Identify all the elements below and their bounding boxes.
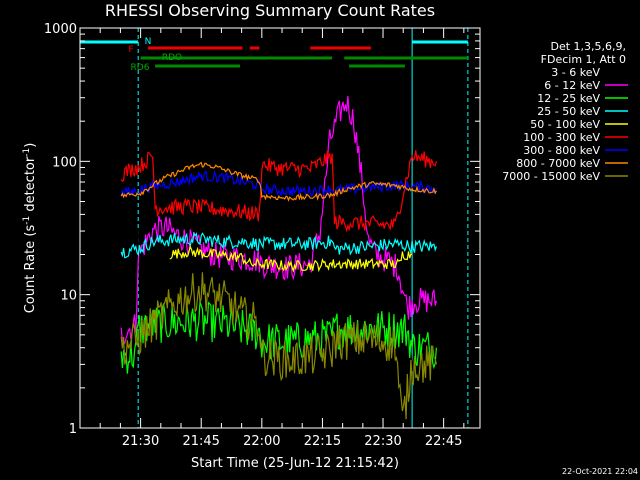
legend-header-0: Det 1,3,5,6,9, — [550, 40, 626, 53]
y-tick-label-1: 10 — [60, 289, 77, 304]
y-tick-label-0: 1 — [69, 422, 77, 437]
flag-label-n: N — [145, 37, 152, 47]
series-line-8 — [120, 272, 437, 420]
legend-label-4: 50 - 100 keV — [530, 118, 600, 131]
legend-header-1: FDecim 1, Att 0 — [541, 53, 626, 66]
timestamp: 22-Oct-2021 22:04 — [562, 467, 638, 476]
legend: Det 1,3,5,6,9,FDecim 1, Att 03 - 6 keV6 … — [502, 40, 628, 183]
y-axis-label-main: Count Rate (s — [23, 225, 38, 314]
series-line-0 — [120, 97, 437, 418]
y-axis-label-tail: detector — [23, 156, 38, 216]
y-axis-label-end: ) — [23, 143, 38, 148]
series-line-7 — [120, 161, 437, 202]
legend-label-8: 7000 - 15000 keV — [502, 170, 600, 183]
series-line-2 — [120, 301, 437, 374]
y-axis-label-sup: -1 — [22, 216, 32, 225]
legend-label-2: 12 - 25 keV — [537, 92, 600, 105]
legend-label-1: 6 - 12 keV — [544, 79, 600, 92]
y-tick-label-3: 1000 — [44, 22, 77, 37]
x-tick-label-0: 21:30 — [122, 434, 159, 449]
legend-label-7: 800 - 7000 keV — [516, 157, 600, 170]
legend-label-6: 300 - 800 keV — [523, 144, 600, 157]
legend-label-3: 25 - 50 keV — [537, 105, 600, 118]
x-tick-label-4: 22:30 — [364, 434, 401, 449]
plot-area: N F RDO RD6 — [79, 28, 469, 428]
axes: 1 10 100 1000 21:30 21:45 22:00 22:15 22:30 22:45 — [44, 22, 481, 449]
flag-label-f: F — [128, 45, 133, 55]
x-tick-label-5: 22:45 — [425, 434, 462, 449]
y-tick-label-2: 100 — [52, 155, 77, 170]
flag-label-rdo: RDO — [162, 53, 182, 63]
series-line-4 — [169, 245, 413, 273]
plot-frame — [79, 27, 481, 429]
x-tick-label-3: 22:15 — [304, 434, 341, 449]
chart-title: RHESSI Observing Summary Count Rates — [105, 1, 435, 20]
y-axis-label: Count Rate (s-1 detector-1) — [22, 143, 38, 314]
x-tick-label-1: 21:45 — [182, 434, 219, 449]
series-line-5 — [120, 150, 437, 233]
legend-label-0: 3 - 6 keV — [551, 66, 600, 79]
series-line-3 — [120, 231, 437, 259]
x-tick-label-2: 22:00 — [243, 434, 280, 449]
x-axis-label: Start Time (25-Jun-12 21:15:42) — [191, 456, 399, 471]
legend-label-5: 100 - 300 keV — [523, 131, 600, 144]
y-axis-label-sup2: -1 — [22, 148, 32, 157]
flag-label-rd6: RD6 — [131, 63, 150, 73]
